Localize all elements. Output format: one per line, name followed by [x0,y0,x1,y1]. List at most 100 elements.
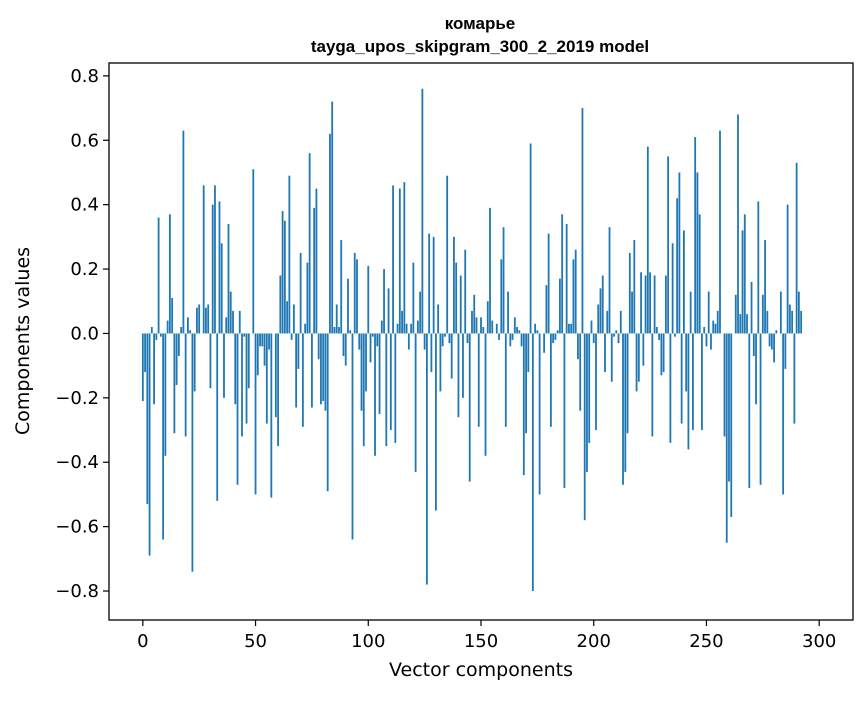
bar [582,108,584,333]
bar [516,327,518,333]
bar [428,234,430,334]
bar [663,333,665,372]
bar [385,333,387,446]
bar [275,333,277,417]
bar [613,333,615,336]
bar [302,333,304,426]
y-tick-label: 0.4 [70,195,99,216]
bar [259,333,261,346]
bar [458,333,460,417]
y-tick-label: −0.4 [55,452,99,473]
bar [735,295,737,334]
bar [699,214,701,333]
bar [611,333,613,381]
bar [773,333,775,362]
bar [178,333,180,356]
bar [325,333,327,410]
bar [787,205,789,334]
bar [579,333,581,410]
bar [392,185,394,333]
bar [149,333,151,555]
bar [192,333,194,571]
bar [688,333,690,449]
bar [564,333,566,488]
bar [730,333,732,517]
bar [403,182,405,333]
bar [762,295,764,334]
bar [412,263,414,334]
x-tick-label: 0 [137,631,148,652]
bar [798,292,800,334]
bar [234,333,236,404]
x-tick-label: 200 [577,631,611,652]
bar [449,333,451,343]
bar [473,295,475,334]
bar [255,333,257,494]
bar [266,333,268,423]
bar [638,333,640,381]
bar [751,282,753,334]
bar [241,333,243,436]
bar [775,330,777,333]
bar [523,333,525,475]
x-tick-label: 100 [351,631,385,652]
y-tick-label: −0.6 [55,517,99,538]
bar [309,153,311,333]
bar [667,156,669,333]
bar [257,333,259,375]
bar [291,333,293,339]
bar [676,198,678,333]
bar [381,321,383,334]
bar [577,333,579,359]
bar [656,327,658,333]
bar [701,333,703,430]
bar [162,333,164,539]
bar [361,333,363,410]
bar [503,227,505,333]
bar [158,218,160,334]
bar [491,321,493,334]
bar [307,263,309,334]
bar [467,333,469,343]
bar [645,276,647,334]
bar [327,333,329,491]
bar [183,131,185,334]
bar [295,333,297,407]
bar [584,333,586,520]
bar [198,304,200,333]
bar [374,333,376,455]
bar [685,333,687,391]
bar [552,333,554,343]
bar [719,131,721,334]
bar [225,317,227,333]
bar [708,292,710,334]
bar [394,333,396,442]
bar [214,185,216,333]
bar [618,333,620,343]
bar [284,221,286,334]
bar [602,276,604,334]
bar [757,201,759,333]
bar [279,276,281,334]
bar [187,317,189,333]
bar [548,234,550,334]
bar [514,317,516,333]
bar [500,259,502,333]
bar [205,308,207,334]
bar [600,288,602,333]
bar [703,327,705,333]
bar [712,321,714,334]
bar [507,292,509,334]
bar [286,301,288,333]
bar [340,240,342,333]
bar [297,333,299,368]
bar [167,321,169,334]
bar [462,333,464,397]
bar [246,333,248,423]
bar [557,330,559,333]
bar [216,333,218,500]
bar [742,230,744,333]
bar [624,333,626,471]
bar [480,317,482,333]
